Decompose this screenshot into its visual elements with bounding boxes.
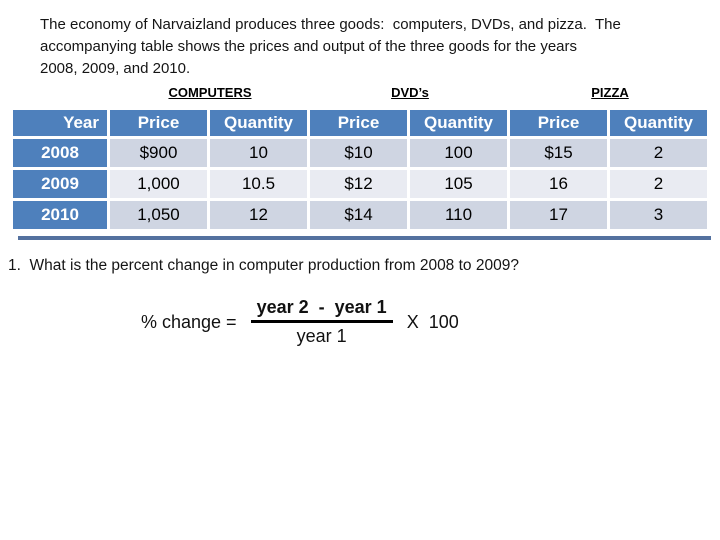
table-cell: 110: [410, 201, 507, 229]
formula-fraction: year 2 - year 1 year 1: [250, 297, 393, 347]
fraction-denominator: year 1: [296, 326, 347, 346]
table-bottom-shadow: [18, 236, 711, 240]
intro-line: The economy of Narvaizland produces thre…: [40, 16, 621, 33]
table-cell: 12: [210, 201, 307, 229]
group-header-computers: COMPUTERS: [168, 85, 252, 100]
fraction-numerator: year 2 - year 1: [250, 297, 393, 323]
table-cell: $15: [510, 139, 607, 167]
table-cell: 10.5: [210, 170, 307, 198]
year-cell: 2010: [13, 201, 107, 229]
table-row-2008: 2008 $900 10 $10 100 $15 2: [13, 139, 707, 167]
table-cell: 105: [410, 170, 507, 198]
column-header-year: Year: [13, 110, 107, 136]
group-header-dvds: DVD’s: [391, 85, 429, 100]
table-cell: 100: [410, 139, 507, 167]
prices-output-table: Year Price Quantity Price Quantity Price…: [10, 107, 710, 232]
formula-multiplier: X 100: [406, 311, 459, 332]
table-cell: $10: [310, 139, 407, 167]
table-cell: $14: [310, 201, 407, 229]
group-header-pizza: PIZZA: [591, 85, 629, 100]
column-header-quantity: Quantity: [410, 110, 507, 136]
column-header-quantity: Quantity: [610, 110, 707, 136]
formula-label: % change =: [141, 311, 237, 332]
table-cell: 1,050: [110, 201, 207, 229]
column-header-price: Price: [310, 110, 407, 136]
table-row-2010: 2010 1,050 12 $14 110 17 3: [13, 201, 707, 229]
column-header-price: Price: [510, 110, 607, 136]
table-cell: $900: [110, 139, 207, 167]
table-cell: 10: [210, 139, 307, 167]
table-cell: 3: [610, 201, 707, 229]
table-cell: $12: [310, 170, 407, 198]
table-cell: 2: [610, 139, 707, 167]
table-row-2009: 2009 1,000 10.5 $12 105 16 2: [13, 170, 707, 198]
table-cell: 2: [610, 170, 707, 198]
intro-line: 2008, 2009, and 2010.: [40, 60, 191, 77]
intro-paragraph: The economy of Narvaizland produces thre…: [40, 14, 700, 80]
intro-line: accompanying table shows the prices and …: [40, 38, 577, 55]
year-cell: 2008: [13, 139, 107, 167]
percent-change-formula: % change = year 2 - year 1 year 1 X 100: [141, 297, 459, 347]
year-cell: 2009: [13, 170, 107, 198]
table-header-row: Year Price Quantity Price Quantity Price…: [13, 110, 707, 136]
table-cell: 16: [510, 170, 607, 198]
column-header-price: Price: [110, 110, 207, 136]
table-cell: 17: [510, 201, 607, 229]
table-cell: 1,000: [110, 170, 207, 198]
column-header-quantity: Quantity: [210, 110, 307, 136]
question-text: 1. What is the percent change in compute…: [8, 257, 519, 274]
